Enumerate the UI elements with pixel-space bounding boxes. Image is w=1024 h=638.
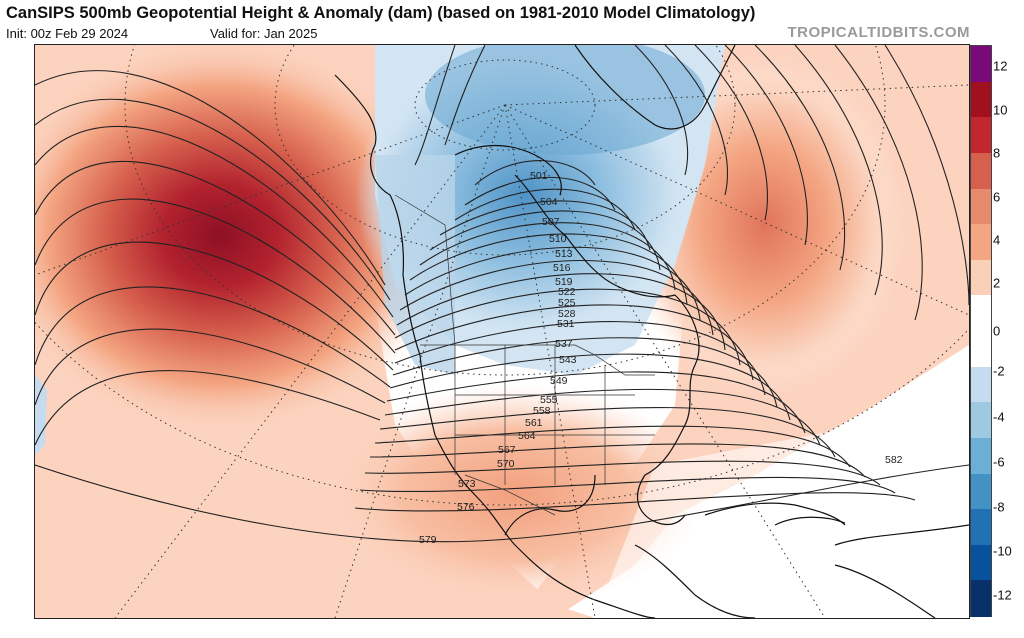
colorbar-tick-label: -2 (993, 363, 1005, 379)
colorbar-segment (971, 188, 991, 225)
colorbar-segment (971, 117, 991, 154)
colorbar-segment (971, 366, 991, 403)
colorbar-tick-label: -10 (993, 543, 1012, 559)
contour-labels: 501 504 507 510 513 516 519 522 525 528 … (419, 170, 903, 546)
init-time: Init: 00z Feb 29 2024 (6, 26, 129, 41)
colorbar-segment (971, 437, 991, 474)
contour-label-582: 582 (885, 454, 903, 466)
contour-label-567: 567 (498, 444, 516, 456)
contour-label-528: 528 (558, 308, 576, 320)
contour-label-507: 507 (542, 216, 560, 228)
colorbar-segment (971, 544, 991, 581)
contour-label-525: 525 (558, 297, 576, 309)
contour-label-501: 501 (530, 170, 548, 182)
height-contours (35, 45, 969, 543)
contour-label-561: 561 (525, 417, 543, 429)
colorbar-tick-label: 10 (993, 102, 1008, 118)
colorbar-segment (971, 580, 991, 617)
colorbar-segment (971, 402, 991, 439)
colorbar-segment (971, 259, 991, 296)
colorbar-tick-label: 8 (993, 145, 1001, 161)
contour-label-519: 519 (555, 276, 573, 288)
borders (394, 194, 655, 516)
contour-label-504: 504 (540, 196, 558, 208)
colorbar-tick-label: -12 (993, 587, 1012, 603)
colorbar-segment (971, 473, 991, 510)
anomaly-shading (35, 45, 969, 618)
valid-time: Valid for: Jan 2025 (210, 26, 318, 41)
colorbar-tick-label: 6 (993, 189, 1001, 205)
colorbar-tick-label: -6 (993, 454, 1005, 470)
map-panel: 501 504 507 510 513 516 519 522 525 528 … (34, 44, 970, 619)
contour-label-579: 579 (419, 534, 437, 546)
colorbar-segment (971, 331, 991, 368)
chart-title: CanSIPS 500mb Geopotential Height & Anom… (6, 4, 756, 22)
brand-watermark: TROPICALTIDBITS.COM (787, 24, 970, 41)
colorbar-tick-label: 2 (993, 275, 1001, 291)
colorbar-segment (971, 152, 991, 189)
map-canvas: 501 504 507 510 513 516 519 522 525 528 … (35, 45, 969, 618)
contour-label-531: 531 (557, 318, 575, 330)
contour-label-516: 516 (553, 262, 571, 274)
colorbar-tick-label: 12 (993, 58, 1008, 74)
contour-label-549: 549 (550, 375, 568, 387)
colorbar-tick-label: -8 (993, 499, 1005, 515)
colorbar-tick-label: -4 (993, 409, 1005, 425)
contour-label-537: 537 (555, 338, 573, 350)
contour-label-522: 522 (558, 286, 576, 298)
contour-label-558: 558 (533, 405, 551, 417)
colorbar-tick-label: 0 (993, 323, 1001, 339)
colorbar (970, 45, 992, 617)
colorbar-tick-label: 4 (993, 232, 1001, 248)
contour-label-573: 573 (458, 478, 476, 490)
contour-label-510: 510 (549, 233, 567, 245)
contour-label-576: 576 (457, 501, 475, 513)
colorbar-segment (971, 224, 991, 261)
contour-label-543: 543 (559, 354, 577, 366)
contour-label-555: 555 (540, 394, 558, 406)
colorbar-segment (971, 509, 991, 546)
colorbar-segment (971, 46, 991, 83)
contour-label-570: 570 (497, 458, 515, 470)
contour-label-513: 513 (555, 248, 573, 260)
contour-label-564: 564 (518, 430, 536, 442)
colorbar-segment (971, 81, 991, 118)
colorbar-segment (971, 295, 991, 332)
coastlines (334, 45, 969, 618)
